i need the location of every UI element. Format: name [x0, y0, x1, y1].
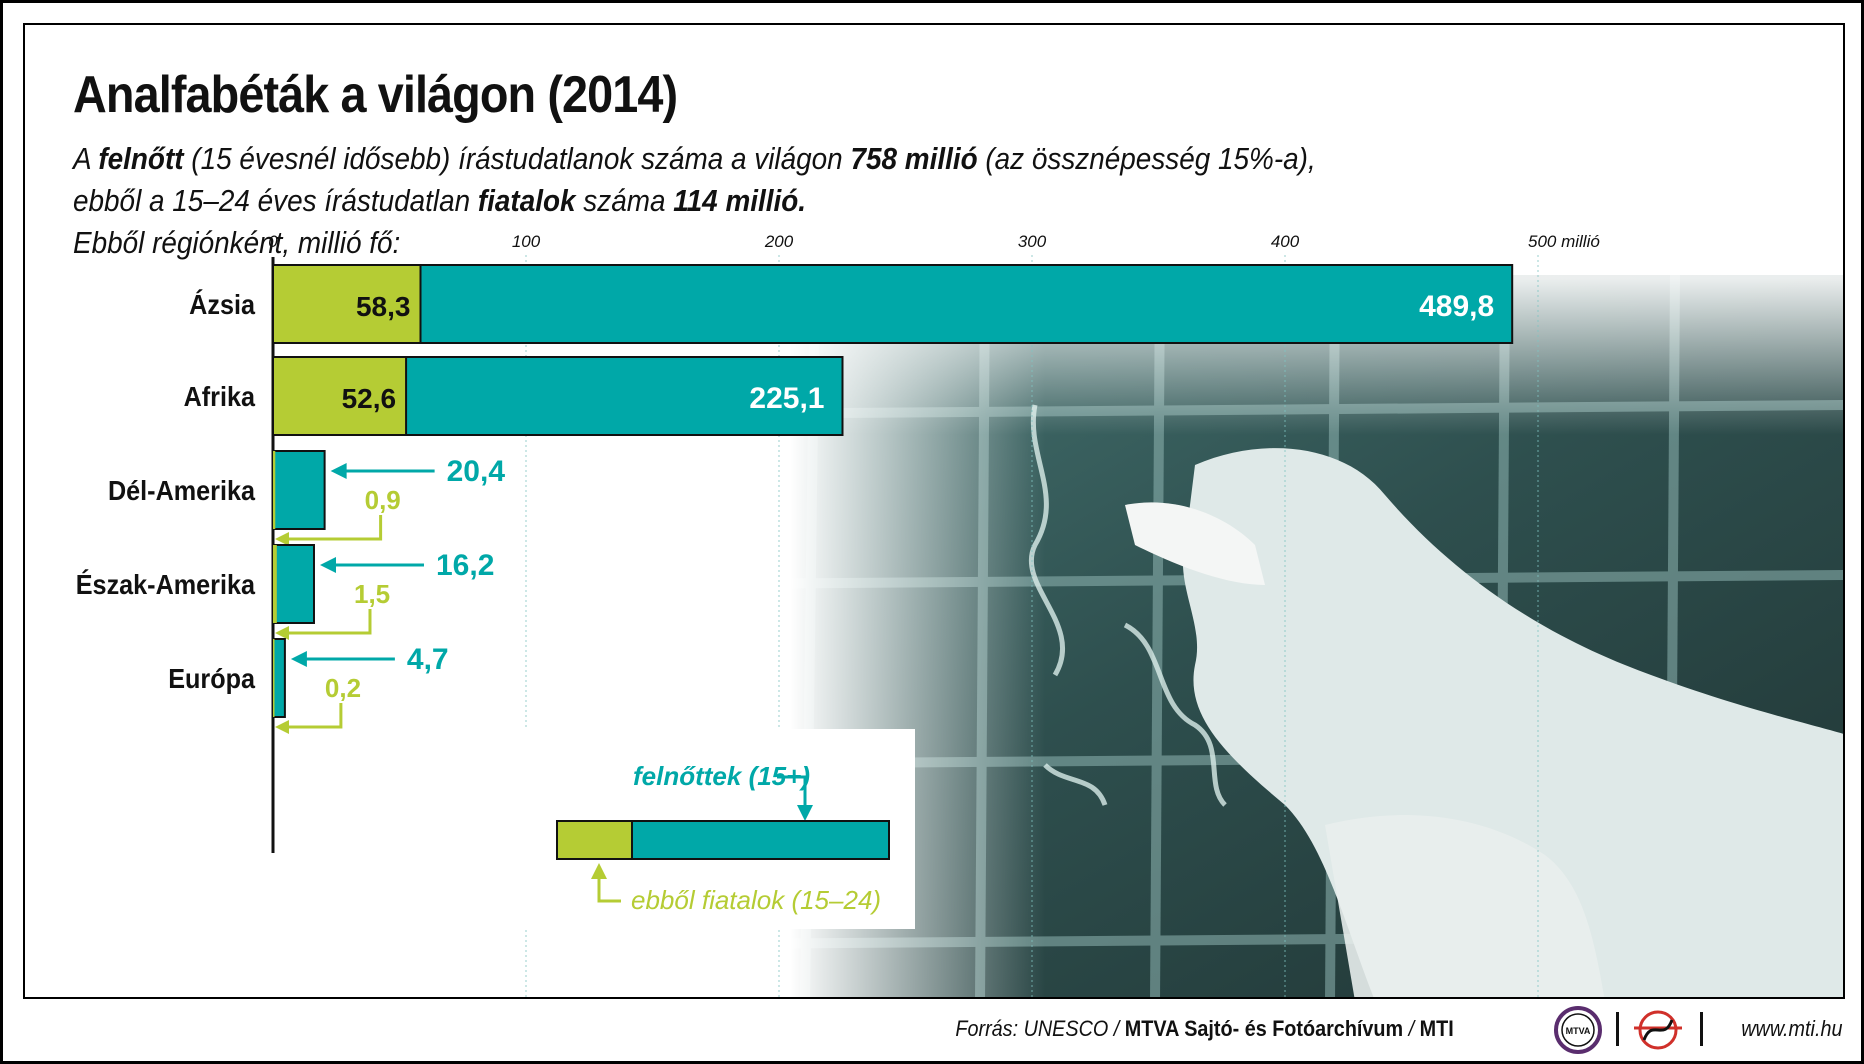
- legend: felnőttek (15+) ebből fiatalok (15–24): [525, 729, 915, 929]
- bar-adults: [272, 450, 326, 530]
- x-tick-label: 300: [1018, 232, 1047, 251]
- legend-youth-swatch: [556, 820, 633, 860]
- value-label-adults: 489,8: [1419, 290, 1494, 323]
- blackboard-photo: [25, 25, 1843, 997]
- callout-arrowhead-adults: [319, 557, 336, 573]
- value-label-adults: 4,7: [407, 643, 449, 676]
- value-label-youth: 0,2: [325, 673, 361, 703]
- category-label: Észak-Amerika: [76, 569, 255, 601]
- subtitle-line-1: A felnőtt (15 évesnél idősebb) írástudat…: [73, 141, 1316, 176]
- bar-youth: [272, 356, 408, 436]
- category-label: Afrika: [184, 381, 256, 413]
- callout-arrow-youth: [287, 515, 383, 541]
- legend-youth-arrow: [597, 875, 621, 903]
- footer-separator: [1700, 1012, 1703, 1046]
- legend-adults-arrow: [777, 775, 807, 809]
- legend-youth-arrowhead: [591, 863, 607, 879]
- legend-adults-arrowhead: [797, 805, 813, 821]
- bar-youth: [273, 545, 277, 623]
- callout-arrowhead-youth: [275, 626, 289, 640]
- x-tick-label: 500 millió: [1528, 232, 1600, 251]
- value-label-youth: 0,9: [365, 485, 401, 515]
- value-label-adults: 16,2: [436, 549, 494, 582]
- callout-arrow-youth: [287, 703, 343, 729]
- bar-youth: [273, 451, 276, 529]
- legend-adults-swatch: [631, 820, 890, 860]
- x-tick-label: 200: [764, 232, 794, 251]
- callout-arrow-youth: [287, 609, 372, 635]
- value-label-adults: 20,4: [447, 455, 506, 488]
- mtva-logo: MTVA: [1554, 1006, 1602, 1054]
- callout-arrowhead-adults: [290, 651, 307, 667]
- x-tick-label: 400: [1271, 232, 1300, 251]
- value-label-adults: 225,1: [749, 382, 824, 415]
- legend-youth-label: ebből fiatalok (15–24): [631, 885, 881, 915]
- value-label-youth: 58,3: [356, 291, 411, 322]
- mti-logo: [1634, 1010, 1682, 1050]
- x-tick-label: 0: [268, 232, 278, 251]
- website-link[interactable]: www.mti.hu: [1740, 1016, 1842, 1041]
- bar-youth: [273, 639, 275, 717]
- bar-youth: [272, 264, 422, 344]
- chart-panel: Analfabéták a világon (2014) A felnőtt (…: [23, 23, 1845, 999]
- footer: Forrás: UNESCO / MTVA Sajtó- és Fotóarch…: [0, 1000, 1864, 1060]
- source-credit: Forrás: UNESCO / MTVA Sajtó- és Fotóarch…: [955, 1016, 1454, 1041]
- mtva-logo-text: MTVA: [1566, 1026, 1591, 1036]
- footer-separator: [1616, 1012, 1619, 1046]
- bar-adults: [272, 264, 1514, 344]
- x-tick-label: 100: [512, 232, 541, 251]
- subtitle-line-3: Ebből régiónként, millió fő:: [73, 225, 401, 260]
- callout-arrowhead-adults: [330, 463, 347, 479]
- value-label-youth: 1,5: [354, 579, 390, 609]
- callout-arrowhead-youth: [275, 720, 289, 734]
- category-label: Európa: [168, 663, 255, 695]
- category-label: Ázsia: [189, 289, 255, 321]
- bar-chart: 0 100 200 300 400 500 millió Ázsia 58,3 489,8 Afr…: [76, 232, 1600, 997]
- page-title: Analfabéták a világon (2014): [73, 66, 678, 124]
- callout-arrowhead-youth: [275, 532, 289, 546]
- category-label: Dél-Amerika: [108, 475, 255, 507]
- subtitle-line-2: ebből a 15–24 éves írástudatlan fiatalok…: [73, 183, 807, 218]
- bar-adults: [272, 544, 315, 624]
- value-label-youth: 52,6: [342, 383, 397, 414]
- bar-adults: [272, 638, 286, 718]
